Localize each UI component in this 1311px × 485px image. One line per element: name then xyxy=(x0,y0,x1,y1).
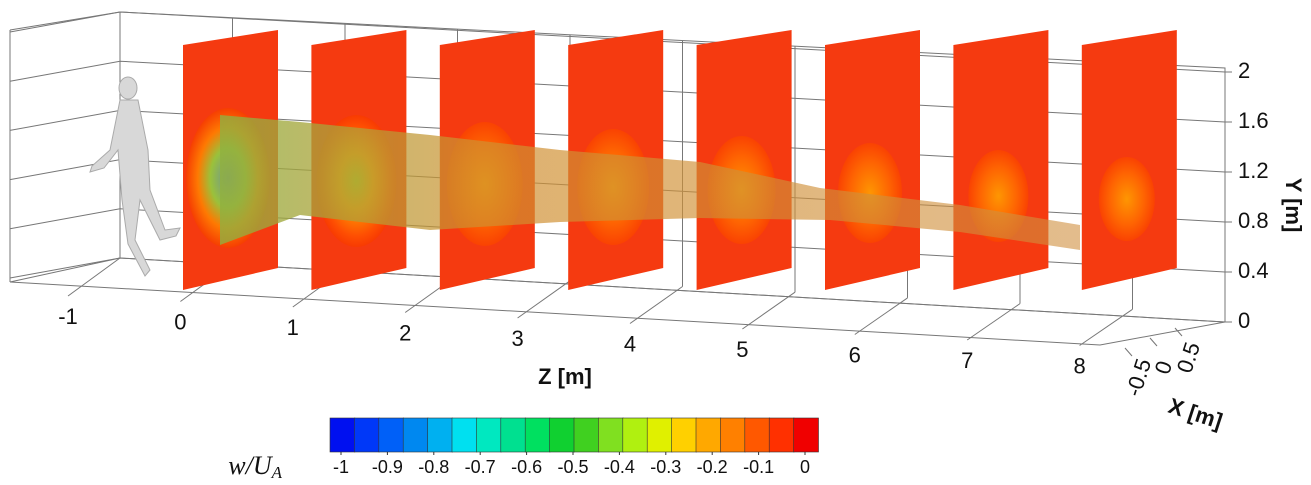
colorbar-swatch xyxy=(794,418,819,452)
colorbar xyxy=(330,418,819,455)
colorbar-tick-label: -0.2 xyxy=(697,457,728,477)
z-axis-title: Z [m] xyxy=(538,364,592,389)
colorbar-swatch xyxy=(501,418,526,452)
z-floor-line xyxy=(630,287,683,324)
colorbar-tick-label: -0.9 xyxy=(372,457,403,477)
colorbar-swatch xyxy=(672,418,697,452)
colorbar-tick-label: -1 xyxy=(333,457,349,477)
z-tick-label: 7 xyxy=(961,348,973,373)
y-tick-label: 0.4 xyxy=(1238,258,1269,283)
colorbar-swatch xyxy=(769,418,794,452)
colorbar-tick-label: -0.6 xyxy=(511,457,542,477)
colorbar-swatch xyxy=(330,418,355,452)
colorbar-swatch xyxy=(550,418,575,452)
colorbar-tick-label: -0.1 xyxy=(743,457,774,477)
slice-core xyxy=(1099,157,1155,241)
colorbar-swatch xyxy=(696,418,721,452)
colorbar-label-main: w/U xyxy=(228,451,274,480)
y-tick-label: 2 xyxy=(1238,58,1250,83)
z-tick-label: 4 xyxy=(624,331,636,356)
x-tick xyxy=(1125,348,1132,356)
colorbar-tick-label: -0.8 xyxy=(418,457,449,477)
colorbar-swatch xyxy=(574,418,599,452)
y-tick-label: 1.6 xyxy=(1238,108,1269,133)
colorbar-swatch xyxy=(720,418,745,452)
colorbar-swatch xyxy=(598,418,623,452)
y-axis-title: Y [m] xyxy=(1281,178,1306,233)
z-tick-label: 2 xyxy=(399,320,411,345)
x-tick-label: 0.5 xyxy=(1172,339,1205,376)
x-tick xyxy=(1150,338,1157,346)
z-tick-label: 6 xyxy=(849,342,861,367)
colorbar-swatch xyxy=(452,418,477,452)
colorbar-swatch xyxy=(403,418,428,452)
y-tick-label: 1.2 xyxy=(1238,158,1269,183)
colorbar-swatch xyxy=(745,418,770,452)
colorbar-swatch xyxy=(476,418,501,452)
z-tick-label: 1 xyxy=(287,315,299,340)
colorbar-tick-label: -0.3 xyxy=(650,457,681,477)
colorbar-swatch xyxy=(525,418,550,452)
colorbar-swatch xyxy=(428,418,453,452)
pedestrian xyxy=(90,77,180,276)
colorbar-swatch xyxy=(623,418,648,452)
z-tick-label: 5 xyxy=(736,337,748,362)
z-tick-label: 3 xyxy=(511,326,523,351)
page: Z [m] Y [m] X [m] w/UA 0 0.4 0.8 1.2 1.6 2 -1 0… xyxy=(0,0,1311,485)
x-tick xyxy=(1175,328,1182,336)
z-floor-line xyxy=(855,298,908,335)
colorbar-swatch xyxy=(647,418,672,452)
y-tick-label: 0 xyxy=(1238,308,1250,333)
colorbar-label-sub: A xyxy=(271,463,283,480)
colorbar-tick-label: -0.5 xyxy=(557,457,588,477)
z-tick-label: 8 xyxy=(1073,353,1085,378)
y-tick-label: 0.8 xyxy=(1238,208,1269,233)
colorbar-tick-label: 0 xyxy=(800,457,810,477)
z-floor-line xyxy=(742,292,795,329)
x-tick-label: -0.5 xyxy=(1121,356,1156,400)
colorbar-tick-label: -0.7 xyxy=(465,457,496,477)
z-tick-label: -1 xyxy=(58,304,78,329)
x-axis-title: X [m] xyxy=(1166,393,1226,434)
colorbar-label: w/UA xyxy=(228,451,282,480)
colorbar-tick-label: -0.4 xyxy=(604,457,635,477)
figure: Z [m] Y [m] X [m] w/UA 0 0.4 0.8 1.2 1.6 2 -1 0… xyxy=(0,0,1311,480)
colorbar-swatch xyxy=(379,418,404,452)
z-tick-label: 0 xyxy=(174,309,186,334)
colorbar-swatch xyxy=(354,418,379,452)
